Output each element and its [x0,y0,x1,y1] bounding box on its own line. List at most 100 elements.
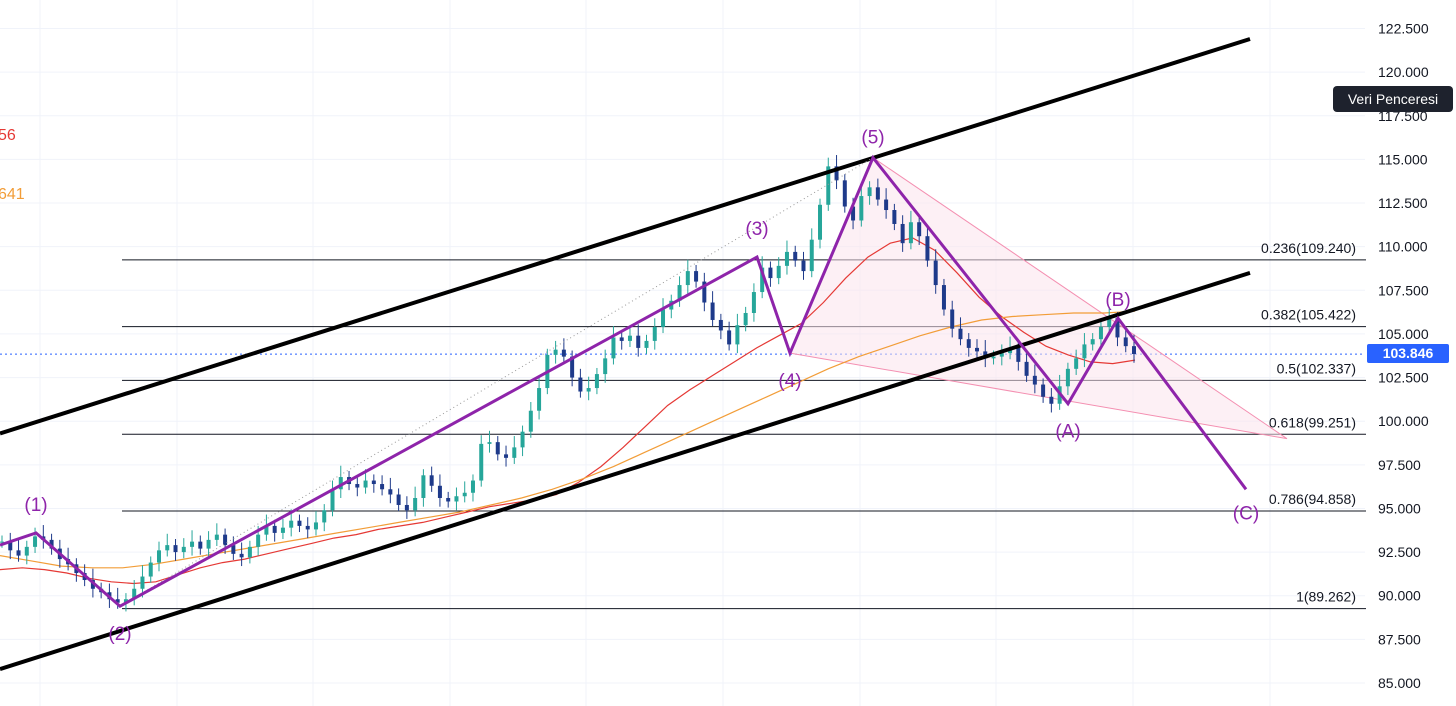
last-price-badge: 103.846 [1367,344,1449,363]
candle-body [1090,339,1095,345]
y-tick-label: 102.500 [1378,370,1429,386]
candle-body [429,475,434,486]
candle-body [553,349,558,355]
candle-body [1016,347,1021,362]
candle-body [437,485,442,498]
candle-body [140,576,145,589]
candle-body [49,539,54,549]
candle-body [272,525,277,533]
candle-body [231,545,236,554]
y-tick-label: 85.000 [1378,675,1421,691]
candle-body [751,292,756,313]
wave-label: (4) [778,371,801,392]
candle-body [1107,318,1112,327]
candle-body [173,545,178,553]
candle-body [413,497,418,511]
candle-body [404,504,409,511]
fib-label-1: 1(89.262) [1296,589,1356,605]
candle-body [884,199,889,211]
indicator-value: 56 [0,127,16,144]
candle-body [1098,326,1103,340]
candle-body [1074,358,1079,369]
candle-body [190,541,195,547]
candle-body [826,166,831,205]
y-tick-label: 115.000 [1378,151,1428,167]
channel-lower-line [0,270,1251,671]
candle-body [917,222,922,237]
candle-body [198,541,203,549]
candle-body [694,271,699,282]
candle-body [1049,396,1054,404]
candle-body [512,447,517,458]
candle-body [495,442,500,455]
wave-label: (B) [1105,290,1130,311]
candle-body [462,492,467,497]
price-axis[interactable]: 85.000 87.500 90.000 92.500 95.000 97.500 100.… [1378,21,1429,692]
candlestick-series [0,155,1136,612]
elliott-wave-path[interactable] [0,154,1248,609]
candle-body [801,260,806,272]
candle-body [264,525,269,535]
candle-body [223,534,228,546]
candle-body [636,335,641,348]
data-window-button[interactable]: Veri Penceresi [1333,86,1453,112]
candle-body [842,180,847,207]
candle-body [537,388,542,411]
trend-channel[interactable] [0,37,1251,671]
y-tick-label: 97.500 [1378,457,1421,473]
candle-body [313,522,318,530]
candle-body [1123,337,1128,347]
candle-body [289,520,294,528]
candle-body [834,166,839,181]
candle-body [1132,346,1136,355]
candle-body [685,271,690,286]
candle-body [479,443,484,481]
candle-body [487,442,492,444]
candle-body [1082,344,1087,359]
candle-body [661,309,666,327]
candle-body [570,356,575,378]
indicator-value: 641 [0,186,25,203]
fib-label-0.382: 0.382(105.422) [1261,307,1356,323]
candle-body [966,339,971,348]
candle-body [504,454,509,458]
candle-body [727,330,732,345]
moving-average-line [0,310,1136,569]
candle-body [1065,368,1070,387]
candle-body [1032,375,1037,385]
candle-body [933,260,938,286]
candle-body [338,477,343,490]
candle-body [619,337,624,341]
wave-label: (2) [108,624,131,645]
candle-body [851,206,856,221]
candle-body [892,210,897,224]
candle-body [776,265,781,279]
candle-body [950,309,955,329]
candle-body [297,520,302,526]
candle-body [925,236,930,261]
y-tick-label: 122.500 [1378,21,1429,37]
candle-body [8,541,13,551]
candle-body [875,187,880,200]
candle-body [908,222,913,244]
candle-body [644,340,649,348]
candle-body [520,431,525,448]
fib-label-0.236: 0.236(109.240) [1261,240,1356,256]
wave-label: (C) [1233,503,1259,524]
candle-body [710,302,715,320]
fib-label-0.786: 0.786(94.858) [1269,491,1356,507]
candle-body [421,475,426,498]
candle-body [1041,384,1046,397]
y-tick-label: 87.500 [1378,631,1421,647]
y-tick-label: 100.000 [1378,413,1429,429]
y-tick-label: 95.000 [1378,500,1421,516]
candle-body [280,527,285,533]
candle-body [470,480,475,493]
candle-body [578,377,583,392]
candle-body [999,353,1004,357]
candle-body [652,326,657,341]
candle-body [677,285,682,301]
y-tick-label: 90.000 [1378,588,1421,604]
candle-body [735,325,740,345]
